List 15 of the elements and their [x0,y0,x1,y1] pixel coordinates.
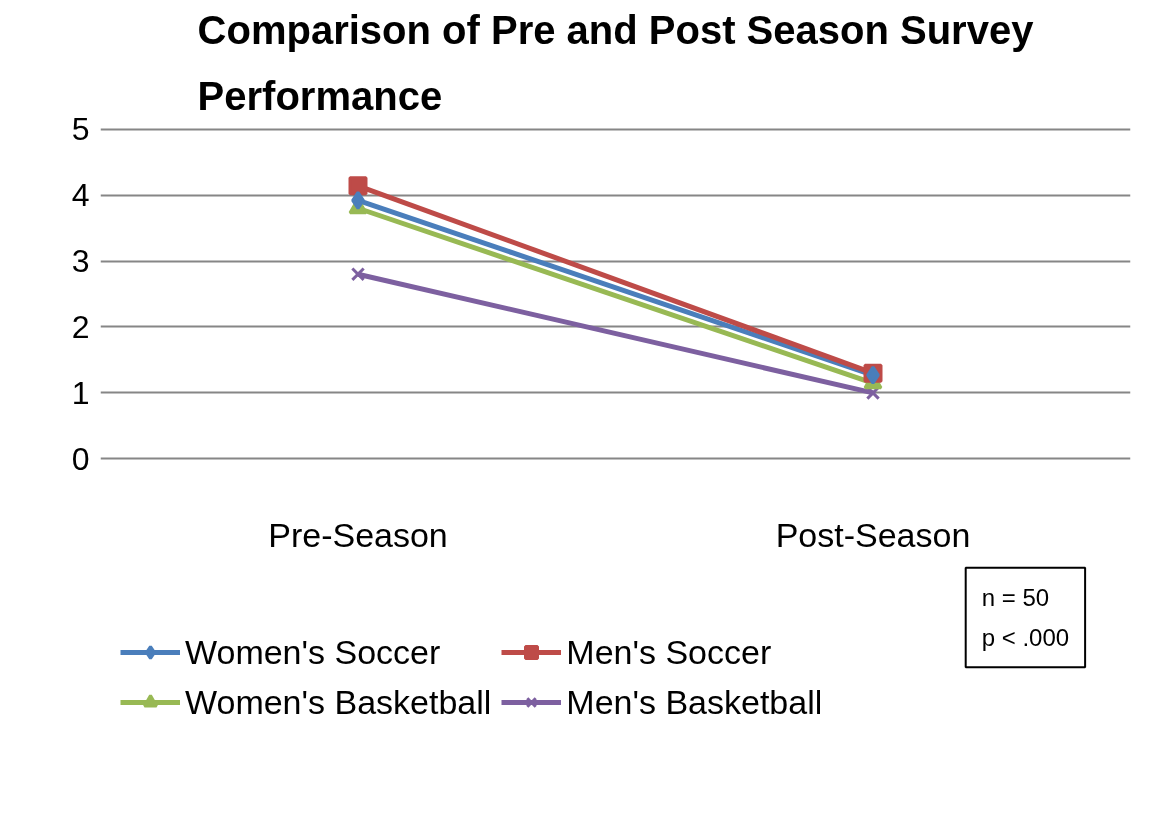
y-tick-label: 4 [71,177,90,214]
x-tick-label: Post-Season [775,515,971,554]
text: n = 50 [981,583,1050,611]
y-tick-label: 0 [71,440,90,477]
text: p < .000 [981,624,1070,652]
legend-label: Women's Basketball [185,682,492,722]
legend-label: Women's Soccer [185,632,441,672]
y-tick-label: 1 [71,374,90,411]
y-tick-label: 5 [71,111,90,148]
x-tick-label: Pre-Season [268,515,448,554]
y-tick-label: 3 [71,243,90,280]
legend-label: Men's Soccer [566,632,772,672]
legend-label: Men's Basketball [566,682,823,722]
y-tick-label: 2 [71,308,90,345]
chart-title: Comparison of Pre and Post Season Survey Performance [197,7,1035,118]
